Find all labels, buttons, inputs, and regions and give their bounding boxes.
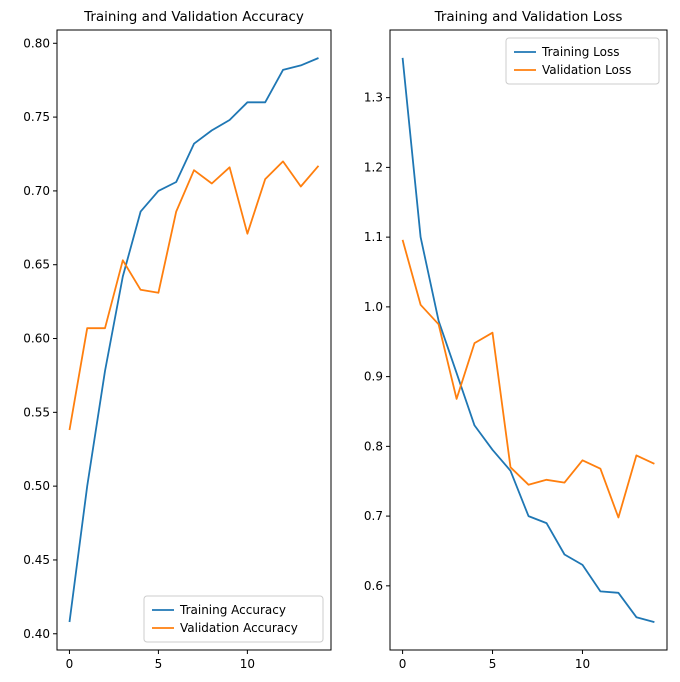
- x-tick-label: 0: [399, 657, 407, 671]
- y-tick-label: 1.2: [364, 160, 383, 174]
- y-tick-label: 0.50: [23, 479, 50, 493]
- y-tick-label: 0.80: [23, 36, 50, 50]
- x-tick-label: 0: [66, 657, 74, 671]
- legend-label: Validation Loss: [542, 63, 631, 77]
- x-tick-label: 10: [240, 657, 255, 671]
- loss-chart-title: Training and Validation Loss: [434, 9, 623, 25]
- line-training-accuracy: [68, 57, 319, 623]
- legend-box: [143, 595, 324, 643]
- accuracy-chart-canvas: 0 5 10 0.40 0.45 0.50 0.55 0.60 0.65 0.70 0.75 0.80…: [23, 29, 332, 671]
- line-validation-accuracy: [68, 160, 320, 431]
- y-tick-label: 0.6: [364, 579, 383, 593]
- y-tick-label: 0.70: [23, 184, 50, 198]
- y-tick-label: 0.60: [23, 332, 50, 346]
- loss-chart-canvas: 0 5 10 0.6 0.7 0.8 0.9 1.0 1.1 1.2 1.3 Training Los…: [364, 29, 668, 671]
- accuracy-subplot: Training and Validation Accuracy 0 5 10 0.4…: [23, 9, 332, 671]
- plot-frame: [56, 29, 332, 651]
- y-tick-label: 0.9: [364, 370, 383, 384]
- y-tick-label: 1.0: [364, 300, 383, 314]
- legend-label: Training Accuracy: [179, 603, 286, 617]
- y-tick-label: 0.75: [23, 110, 50, 124]
- y-tick-label: 0.8: [364, 439, 383, 453]
- legend-label: Training Loss: [541, 45, 619, 59]
- loss-subplot: Training and Validation Loss 0 5 10 0.6 0.7 0…: [340, 0, 680, 682]
- x-tick-label: 5: [489, 657, 497, 671]
- accuracy-chart-title: Training and Validation Accuracy: [84, 9, 304, 25]
- y-tick-label: 0.65: [23, 258, 50, 272]
- y-tick-label: 0.45: [23, 553, 50, 567]
- plot-frame: [389, 29, 668, 651]
- x-tick-label: 5: [155, 657, 163, 671]
- y-tick-label: 0.55: [23, 405, 50, 419]
- legend-label: Validation Accuracy: [180, 621, 298, 635]
- line-validation-loss: [401, 239, 655, 519]
- y-tick-label: 0.7: [364, 509, 383, 523]
- y-tick-label: 0.40: [23, 627, 50, 641]
- y-tick-label: 1.1: [364, 230, 383, 244]
- y-tick-label: 1.3: [364, 91, 383, 105]
- x-tick-label: 10: [575, 657, 590, 671]
- legend-box: [505, 37, 660, 85]
- line-training-loss: [401, 57, 655, 623]
